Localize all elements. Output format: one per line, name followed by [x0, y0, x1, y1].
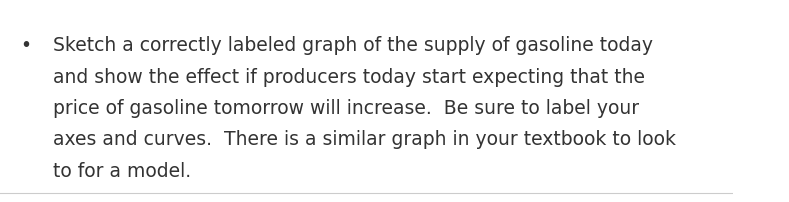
Text: and show the effect if producers today start expecting that the: and show the effect if producers today s… — [53, 68, 645, 87]
Text: to for a model.: to for a model. — [53, 162, 191, 181]
Text: •: • — [21, 36, 32, 55]
Text: price of gasoline tomorrow will increase.  Be sure to label your: price of gasoline tomorrow will increase… — [53, 99, 639, 118]
Text: Sketch a correctly labeled graph of the supply of gasoline today: Sketch a correctly labeled graph of the … — [53, 36, 653, 55]
Text: axes and curves.  There is a similar graph in your textbook to look: axes and curves. There is a similar grap… — [53, 130, 676, 149]
